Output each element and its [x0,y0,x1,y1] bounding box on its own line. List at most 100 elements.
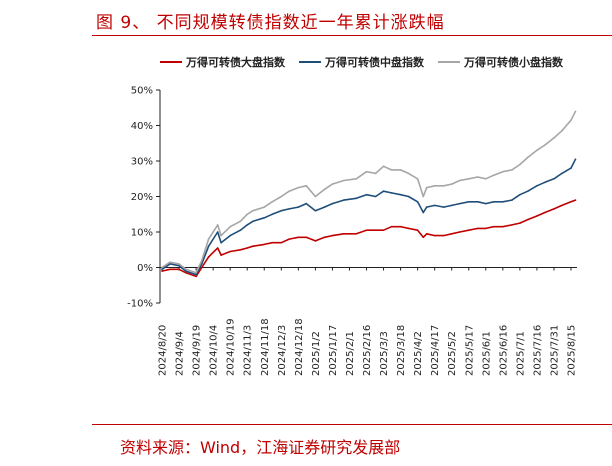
series-2-point [433,185,436,187]
series-0-point [216,247,219,249]
series-0-point [468,229,470,231]
x-tick-label: 2025/7/16 [532,325,543,376]
series-2-point [207,238,210,240]
y-tick-label: 30% [131,157,153,168]
series-1-point [570,167,572,169]
series-2-point [390,169,393,171]
series-2-point [365,170,368,173]
series-2-point [229,225,231,228]
x-tick-label: 2024/11/18 [260,318,271,376]
series-0-point [574,199,577,201]
series-1-point [502,201,504,203]
series-0-point [416,229,419,231]
legend-item-mid-cap: 万得可转债中盘指数 [299,54,424,70]
series-1-point [519,193,521,196]
title-rule [92,35,612,36]
x-tick-label: 2024/8/20 [158,325,169,376]
series-0-point [492,225,495,228]
series-1-point [185,270,187,272]
series-0-point [185,272,187,274]
series-2-point [374,172,377,175]
x-tick-label: 2024/9/19 [192,325,203,376]
x-tick-label: 2024/12/3 [277,325,288,376]
series-0-point [433,234,436,237]
series-0-point [343,233,345,235]
series-0-point [314,240,317,242]
series-1-point [355,197,358,200]
series-1-point [443,206,445,208]
series-0-point [169,268,171,271]
series-0-point [297,236,300,239]
x-tick-label: 2025/5/2 [447,331,458,376]
series-0-point [288,238,291,240]
series-0-point [252,245,254,247]
series-line-1 [161,158,577,276]
series-0-point [365,229,368,231]
series-1-point [331,202,334,205]
series-1-point [207,245,210,247]
x-tick-label: 2025/1/17 [328,325,339,376]
series-2-point [195,272,197,274]
series-2-point [536,149,538,152]
series-1-point [553,178,555,180]
series-line-2 [161,110,577,274]
series-1-point [458,202,461,205]
series-0-point [477,227,479,230]
x-tick-label: 2025/8/15 [567,325,578,376]
series-1-point [399,193,402,196]
x-tick-label: 2024/12/18 [294,318,305,376]
series-2-point [252,209,254,212]
series-2-point [161,266,163,269]
series-2-point [305,185,308,187]
series-2-point [443,185,445,187]
x-tick-label: 2025/7/1 [515,331,526,376]
series-0-point [305,236,308,239]
series-0-point [271,241,274,244]
series-0-point [280,241,283,244]
series-2-point [246,213,248,216]
series-2-point [416,178,419,180]
series-0-point [553,208,555,210]
series-2-point [502,170,504,173]
series-0-point [570,201,572,203]
series-2-point [544,144,546,146]
series-1-point [229,234,231,237]
series-0-point [519,222,521,224]
series-2-point [343,179,345,182]
series-2-point [355,178,358,180]
series-0-point [458,231,461,233]
series-2-point [574,110,577,113]
series-1-point [246,224,248,226]
series-2-point [422,195,425,198]
series-1-point [297,206,300,208]
series-1-point [492,201,495,203]
series-0-point [229,250,231,253]
series-2-point [485,178,487,180]
series-2-point [263,206,266,208]
series-2-point [450,183,453,185]
source-note: 资料来源：Wind，江海证券研究发展部 [120,438,401,457]
series-1-point [305,202,308,205]
source-rule [92,424,612,425]
series-0-point [422,236,425,239]
series-0-point [263,243,266,246]
series-1-point [407,195,410,198]
series-0-point [536,215,538,217]
series-0-point [561,204,563,207]
series-1-point [527,190,529,192]
series-0-point [355,233,358,235]
x-tick-label: 2025/3/3 [379,331,390,376]
series-0-point [382,229,385,231]
series-0-point [399,225,402,228]
series-1-point [239,229,242,231]
series-0-point [323,236,326,239]
x-tick-label: 2025/2/16 [362,325,373,376]
series-1-point [425,206,428,208]
series-2-point [297,186,300,189]
legend-label-large-cap: 万得可转债大盘指数 [186,56,285,69]
series-1-point [195,273,197,276]
series-2-point [399,169,402,171]
x-tick-label: 2024/11/3 [243,325,254,376]
legend-label-mid-cap: 万得可转债中盘指数 [325,56,424,69]
series-1-point [271,213,274,216]
